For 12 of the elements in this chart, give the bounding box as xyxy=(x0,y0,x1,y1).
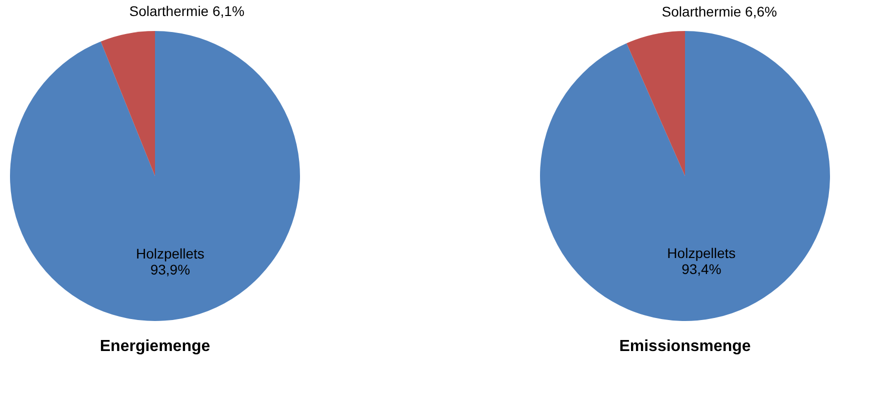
data-label: 93,4% xyxy=(682,261,722,278)
pie-slice xyxy=(100,31,155,176)
pie-slice xyxy=(626,31,685,176)
pie-slice xyxy=(540,31,830,321)
pie-slice xyxy=(10,31,300,321)
text: Emissionsmenge xyxy=(619,338,751,355)
data-label: 93,9% xyxy=(150,261,190,278)
slice-label: Holzpellets xyxy=(136,245,204,262)
slice-label: Solarthermie 6,6% xyxy=(662,4,777,20)
slice-label: Solarthermie 6,1% xyxy=(129,3,244,20)
text: Energiemenge xyxy=(100,338,210,355)
slice-label: Holzpellets xyxy=(667,245,736,262)
